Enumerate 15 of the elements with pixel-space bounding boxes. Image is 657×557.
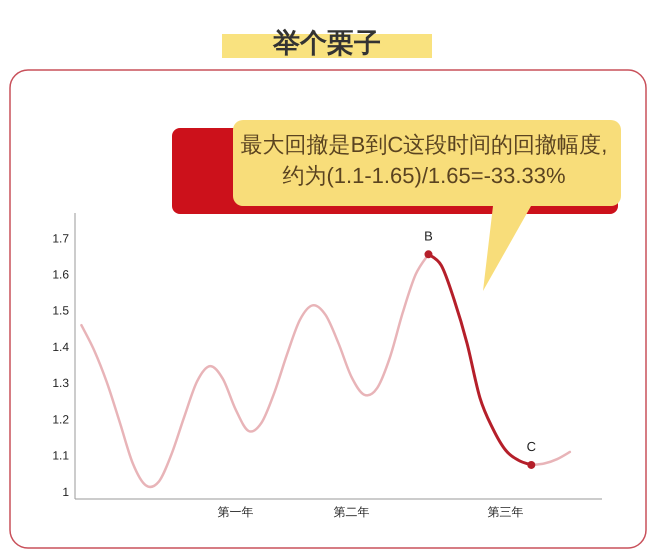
annotation: C <box>526 438 536 454</box>
y-tick-label: 1 <box>62 484 70 499</box>
y-tick-label: 1.2 <box>52 412 70 426</box>
y-tick-label: 1.5 <box>52 304 70 318</box>
x-tick-label: 第三年 <box>488 505 524 519</box>
annotation: B <box>424 228 433 244</box>
y-tick-label: 1.3 <box>52 376 70 390</box>
x-tick-label: 第二年 <box>333 505 370 519</box>
x-tick-label: 第一年 <box>218 505 254 519</box>
y-tick-label: 1.1 <box>52 448 70 463</box>
text: 最大回撤是B到C这段时间的回撤幅度,约为(1.1-1.65)/1.65=-33.33% <box>240 132 608 188</box>
chart-title: 举个栗子 <box>272 28 381 58</box>
y-tick-label: 1.6 <box>52 268 70 282</box>
y-tick-label: 1.4 <box>52 340 70 354</box>
y-tick-label: 1.7 <box>52 231 70 246</box>
